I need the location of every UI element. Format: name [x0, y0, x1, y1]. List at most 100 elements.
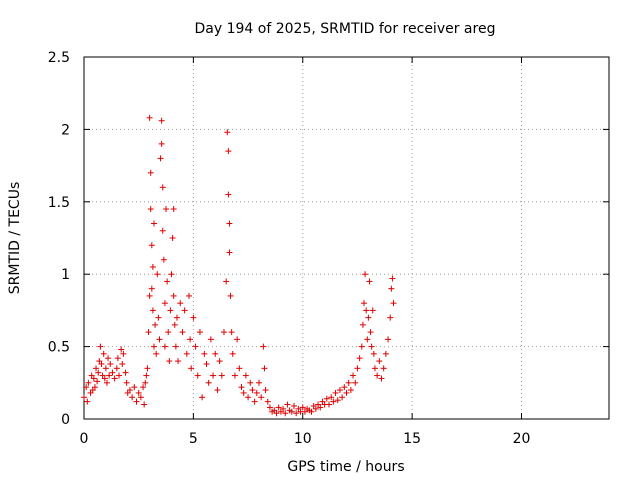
- data-point: [387, 314, 394, 321]
- data-point: [166, 358, 173, 365]
- data-point: [261, 365, 268, 372]
- data-point: [188, 365, 195, 372]
- data-point: [187, 336, 194, 343]
- data-point: [226, 220, 233, 227]
- data-point: [173, 314, 180, 321]
- data-point: [179, 329, 186, 336]
- data-point: [94, 378, 101, 385]
- data-point: [332, 389, 339, 396]
- data-point: [345, 379, 352, 386]
- data-point: [359, 321, 366, 328]
- data-point: [148, 242, 155, 249]
- data-point: [135, 389, 142, 396]
- data-point: [160, 256, 167, 263]
- chart-title: Day 194 of 2025, SRMTID for receiver are…: [195, 21, 496, 37]
- data-point: [158, 140, 165, 147]
- data-point: [385, 336, 392, 343]
- data-point: [158, 117, 165, 124]
- data-point: [151, 343, 157, 350]
- data-point: [183, 350, 190, 357]
- data-point: [362, 271, 369, 278]
- data-point: [95, 369, 102, 376]
- data-point: [126, 387, 133, 394]
- data-point: [380, 365, 387, 372]
- data-point: [170, 206, 177, 213]
- data-point: [288, 408, 295, 415]
- data-point: [153, 350, 160, 357]
- data-point: [369, 307, 376, 314]
- data-point: [236, 365, 243, 372]
- data-point: [90, 375, 97, 382]
- data-point: [199, 394, 206, 401]
- data-point: [216, 358, 223, 365]
- data-point: [293, 410, 300, 417]
- data-point: [157, 155, 164, 162]
- data-point: [366, 278, 373, 285]
- data-point: [85, 379, 92, 386]
- data-point: [144, 365, 151, 372]
- data-point: [156, 336, 163, 343]
- data-point: [247, 379, 254, 386]
- data-point: [159, 227, 166, 234]
- data-point: [171, 321, 178, 328]
- data-point: [190, 314, 197, 321]
- data-point: [113, 365, 120, 372]
- data-point: [102, 365, 109, 372]
- data-point: [291, 402, 297, 409]
- data-point: [111, 375, 118, 382]
- y-tick-label: 1.5: [48, 195, 70, 211]
- data-point: [364, 336, 371, 343]
- data-point: [312, 405, 319, 412]
- data-point: [148, 285, 155, 292]
- data-point: [240, 389, 247, 396]
- data-point: [334, 397, 341, 404]
- data-point: [388, 285, 395, 292]
- data-point: [123, 379, 130, 386]
- data-point: [242, 372, 249, 379]
- data-point: [161, 343, 168, 350]
- data-point: [343, 389, 350, 396]
- data-point: [218, 372, 225, 379]
- data-point: [390, 300, 397, 307]
- x-tick-label: 0: [80, 431, 89, 447]
- grid: [84, 57, 609, 419]
- data-point: [231, 372, 238, 379]
- data-point: [347, 387, 354, 394]
- data-point: [282, 410, 289, 417]
- y-axis-title: SRMTID / TECUs: [7, 182, 23, 295]
- data-point: [97, 343, 104, 350]
- data-point: [352, 379, 359, 386]
- data-point: [229, 350, 236, 357]
- data-point: [155, 314, 162, 321]
- data-point: [251, 398, 258, 405]
- data-point: [378, 375, 385, 382]
- data-point: [354, 365, 361, 372]
- data-point: [172, 343, 179, 350]
- data-point: [323, 395, 330, 402]
- data-point: [120, 350, 127, 357]
- data-point: [194, 372, 201, 379]
- data-point: [284, 401, 291, 408]
- data-point: [103, 379, 110, 386]
- data-point: [106, 372, 113, 379]
- data-point: [146, 114, 153, 121]
- data-point: [368, 343, 375, 350]
- data-point: [280, 405, 287, 412]
- data-point: [358, 343, 365, 350]
- data-point: [245, 394, 252, 401]
- data-point: [98, 360, 105, 367]
- data-point: [154, 271, 161, 278]
- data-point: [363, 307, 370, 314]
- data-point: [227, 292, 234, 299]
- data-point: [264, 398, 271, 405]
- data-point: [376, 358, 383, 365]
- data-point: [101, 375, 108, 382]
- data-point: [225, 148, 232, 155]
- data-point: [249, 387, 256, 394]
- y-tick-label: 0: [61, 412, 70, 428]
- y-tick-label: 1: [61, 267, 70, 283]
- data-point: [116, 372, 122, 379]
- data-point: [147, 206, 154, 213]
- data-point: [350, 372, 357, 379]
